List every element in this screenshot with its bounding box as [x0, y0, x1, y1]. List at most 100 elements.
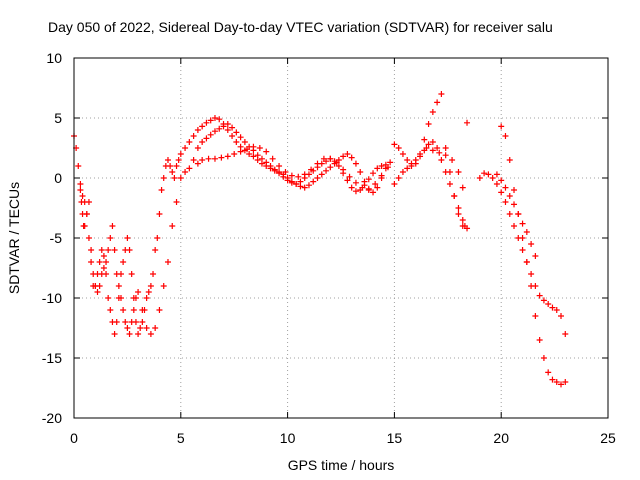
data-point [288, 172, 295, 179]
data-point [250, 153, 257, 160]
data-point [408, 160, 415, 167]
y-tick-label: -20 [42, 410, 62, 426]
data-point [523, 259, 530, 265]
data-point [132, 295, 139, 301]
data-point [135, 331, 142, 337]
data-point [476, 175, 483, 181]
data-point [124, 325, 131, 331]
data-point [263, 159, 270, 166]
data-point [519, 235, 526, 241]
data-point [203, 119, 210, 126]
data-point [370, 170, 377, 177]
data-point [442, 152, 449, 159]
data-point [107, 307, 114, 313]
data-point [263, 148, 270, 155]
data-point [105, 295, 112, 301]
data-point [404, 157, 411, 163]
data-point [446, 181, 453, 187]
data-point [506, 193, 513, 199]
data-point [269, 155, 276, 162]
data-point [156, 307, 163, 313]
data-point [169, 223, 176, 229]
data-point [224, 153, 231, 160]
data-point [126, 331, 133, 337]
data-point [280, 173, 287, 180]
data-point [344, 151, 351, 157]
data-point [545, 301, 552, 307]
data-point [122, 319, 129, 325]
data-point [451, 193, 458, 199]
data-point [218, 154, 225, 161]
data-point [105, 247, 112, 253]
data-point [109, 223, 116, 229]
data-point [348, 154, 355, 161]
series-track-b [77, 121, 389, 337]
data-point [399, 151, 406, 157]
data-point [365, 185, 372, 192]
series-track-f [423, 145, 466, 191]
x-tick-label: 25 [600, 430, 616, 446]
data-point [515, 211, 522, 217]
data-point [459, 184, 466, 191]
data-point [297, 178, 304, 185]
data-point [220, 123, 227, 130]
data-point [293, 181, 300, 187]
data-point [203, 135, 210, 142]
data-point [323, 167, 330, 174]
data-point [107, 235, 114, 241]
y-tick-label: -10 [42, 290, 62, 306]
data-point [246, 151, 253, 157]
data-point [536, 337, 543, 343]
data-point [549, 304, 556, 311]
data-point [540, 297, 547, 304]
series-track-e [391, 139, 471, 232]
y-tick-label: -15 [42, 350, 62, 366]
data-point [94, 289, 101, 295]
data-point [139, 319, 146, 325]
data-point [455, 211, 462, 217]
data-point [344, 177, 351, 184]
data-point [549, 376, 556, 383]
data-point [205, 155, 212, 162]
y-axis-ticks: 10 5 0 -5 -10 -15 -20 [42, 50, 608, 426]
data-point [258, 155, 265, 162]
data-point [156, 211, 163, 217]
data-point [506, 157, 513, 163]
data-point [540, 355, 547, 361]
data-point [352, 179, 359, 186]
data-point [438, 91, 445, 97]
grid [74, 58, 608, 418]
data-point [434, 99, 441, 106]
data-point [177, 151, 184, 157]
x-tick-label: 5 [177, 430, 185, 446]
data-point [528, 241, 535, 247]
data-point [143, 325, 150, 331]
data-point [511, 187, 518, 193]
data-point [169, 169, 176, 175]
data-point [81, 223, 88, 229]
data-point [152, 247, 159, 253]
series-track-i [498, 123, 569, 388]
data-point [384, 164, 391, 171]
data-point [502, 133, 509, 139]
data-point [207, 117, 214, 124]
data-point [365, 176, 372, 183]
data-point [442, 169, 449, 175]
data-point [211, 155, 218, 162]
data-point [553, 307, 560, 313]
data-point [271, 166, 278, 173]
data-point [237, 148, 244, 155]
data-point [90, 271, 97, 277]
data-point [128, 271, 135, 277]
data-point [461, 223, 468, 229]
data-point [459, 217, 466, 223]
data-point [75, 163, 82, 169]
data-point [327, 155, 334, 162]
data-point [412, 157, 419, 163]
data-point [167, 163, 174, 169]
data-point [502, 184, 509, 191]
data-point [455, 205, 462, 211]
x-tick-label: 10 [280, 430, 296, 446]
data-point [224, 127, 231, 133]
